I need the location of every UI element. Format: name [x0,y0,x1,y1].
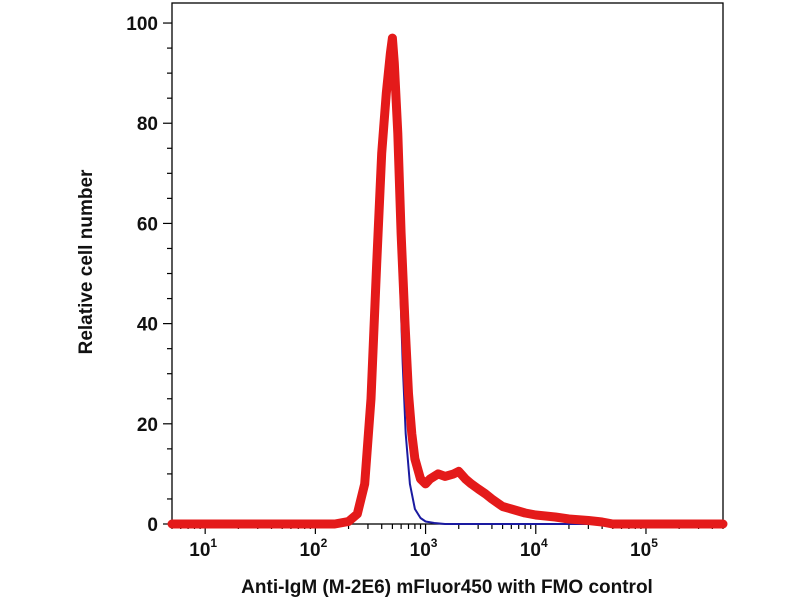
plot-frame [171,2,724,525]
x-axis-title: Anti-IgM (M-2E6) mFluor450 with FMO cont… [241,577,653,598]
series-layer [167,33,728,529]
axis-ticks [163,22,724,534]
y-tick-label: 40 [137,315,158,336]
anti-igm-series-line [167,33,728,529]
y-tick-label: 0 [147,515,158,536]
x-tick-label: 102 [299,536,327,561]
y-tick-label: 60 [137,214,158,235]
y-axis-title: Relative cell number [76,169,97,354]
x-tick-label: 103 [410,536,438,561]
y-tick-label: 100 [126,14,158,35]
y-tick-label: 80 [137,114,158,135]
x-tick-label: 101 [189,536,217,561]
x-tick-label: 105 [630,536,658,561]
fmo-control-series-line [171,62,724,525]
y-tick-label: 20 [137,415,158,436]
x-tick-label: 104 [520,536,548,561]
tick-labels: 0 20 40 60 80 100 101 102 103 104 105 [126,14,658,561]
